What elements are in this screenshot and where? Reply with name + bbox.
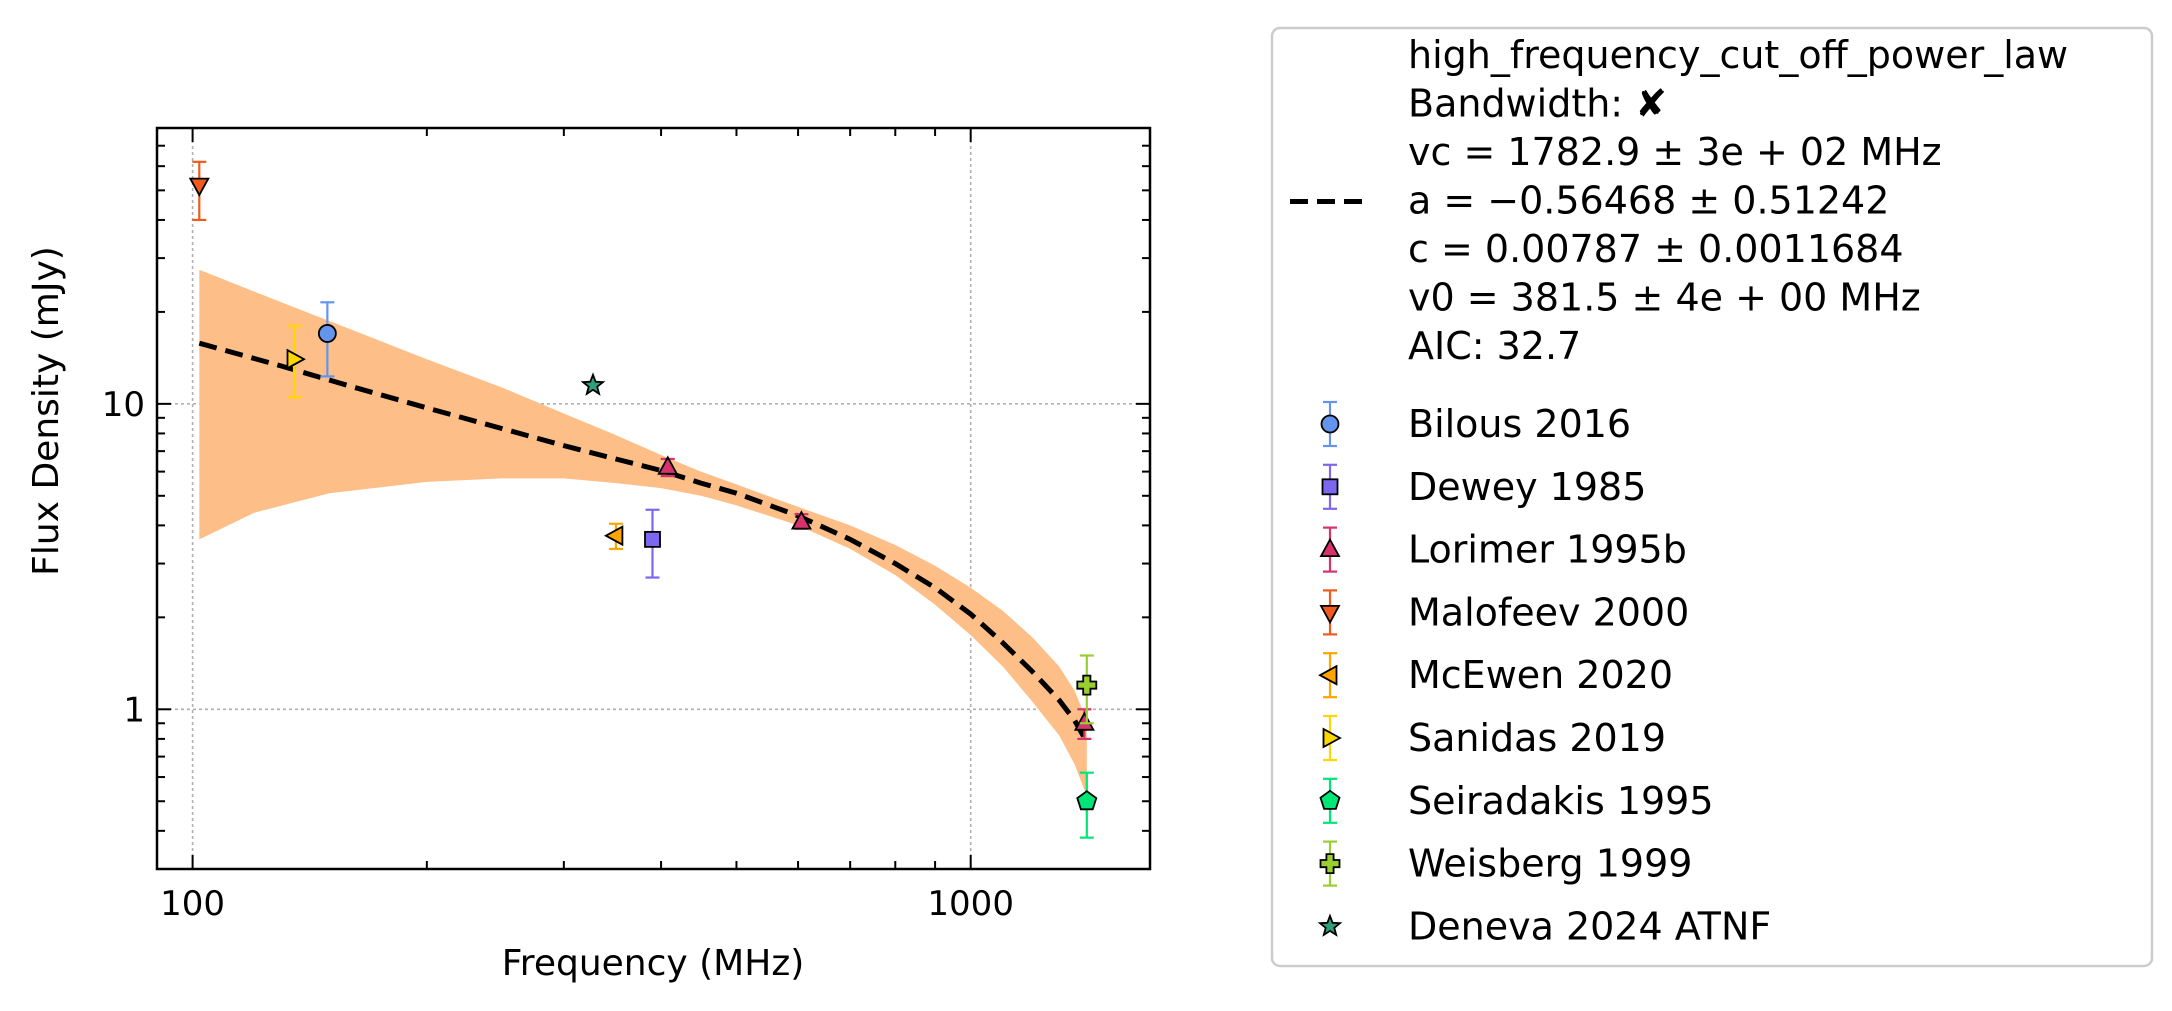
y-tick-label: 1 — [123, 690, 145, 730]
legend-fit-param: AIC: 32.7 — [1408, 324, 1581, 368]
plot-area — [157, 128, 1150, 869]
legend-label: Malofeev 2000 — [1408, 590, 1689, 634]
data-point — [317, 324, 337, 343]
legend-frame — [1270, 26, 2154, 968]
legend-label: Deneva 2024 ATNF — [1408, 904, 1771, 948]
data-point — [188, 177, 210, 197]
legend-marker — [1319, 789, 1341, 810]
data-point — [644, 530, 661, 548]
legend-label: Bilous 2016 — [1408, 402, 1631, 446]
plot-frame — [155, 126, 1152, 871]
legend-marker — [1321, 478, 1339, 496]
legend-fit-param: v0 = 381.5 ± 4e + 00 MHz — [1408, 276, 1921, 320]
series-deneva-2024-atnf — [580, 372, 606, 396]
axes: 100 1000 1 10 — [102, 126, 1152, 924]
series-malofeev-2000 — [188, 160, 210, 222]
legend-label: Sanidas 2019 — [1408, 716, 1666, 760]
data-point — [580, 372, 606, 396]
legend-item: Dewey 1985 — [1321, 463, 1646, 510]
legend-item: Bilous 2016 — [1320, 400, 1631, 448]
legend-item: Deneva 2024 ATNF — [1317, 904, 1771, 948]
legend-fit-param: c = 0.00787 ± 0.0011684 — [1408, 227, 1904, 271]
legend-fit-name: high_frequency_cut_off_power_law — [1408, 33, 2068, 77]
legend-item: McEwen 2020 — [1318, 652, 1673, 699]
data-point — [657, 455, 679, 475]
legend-label: Lorimer 1995b — [1408, 528, 1687, 572]
legend-label: Weisberg 1999 — [1408, 842, 1692, 886]
data-point — [1076, 674, 1098, 696]
legend-item: Weisberg 1999 — [1319, 840, 1692, 887]
legend-marker — [1317, 913, 1343, 937]
series-seiradakis-1995 — [1076, 771, 1098, 839]
legend-label: McEwen 2020 — [1408, 653, 1673, 697]
series-sanidas-2019 — [286, 324, 306, 399]
legend-marker — [1319, 605, 1341, 625]
legend-marker — [1319, 853, 1341, 874]
data-point — [604, 525, 624, 547]
legend-marker — [1320, 414, 1340, 434]
legend-item: Sanidas 2019 — [1322, 714, 1666, 762]
x-tick-label: 100 — [160, 884, 225, 924]
data-point — [1073, 711, 1095, 731]
legend-fit-param: a = −0.56468 ± 0.51242 — [1408, 179, 1889, 223]
data-point — [286, 348, 306, 370]
series-mcewen-2020 — [604, 522, 624, 551]
plot-inner — [157, 128, 1150, 869]
fit-curve — [198, 340, 1089, 744]
legend-marker — [1318, 664, 1338, 686]
series-dewey-1985 — [644, 508, 661, 579]
legend-label: Dewey 1985 — [1408, 465, 1646, 509]
legend-item: Seiradakis 1995 — [1319, 777, 1714, 824]
x-axis-label: Frequency (MHz) — [502, 943, 805, 984]
series-weisberg-1999 — [1076, 654, 1098, 725]
legend-label: Seiradakis 1995 — [1408, 779, 1714, 823]
legend-marker — [1319, 537, 1341, 557]
series-lorimer-1995b — [657, 455, 1095, 740]
legend-item: Malofeev 2000 — [1319, 589, 1689, 636]
legend-item: Lorimer 1995b — [1319, 526, 1687, 573]
legend-fit-param: vc = 1782.9 ± 3e + 02 MHz — [1408, 130, 1942, 174]
fit-confidence-band — [199, 269, 1087, 796]
legend: high_frequency_cut_off_power_law Bandwidt… — [1270, 26, 2154, 968]
legend-marker — [1322, 727, 1342, 749]
series-bilous-2016 — [317, 301, 337, 378]
y-axis-label: Flux Density (mJy) — [26, 246, 67, 576]
legend-fit-param: Bandwidth: ✘ — [1408, 82, 1667, 126]
data-point — [790, 510, 812, 530]
y-tick-label: 10 — [102, 385, 145, 425]
data-point — [1076, 790, 1098, 811]
x-tick-label: 1000 — [927, 884, 1014, 924]
